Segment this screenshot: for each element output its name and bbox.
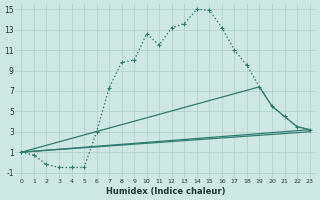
X-axis label: Humidex (Indice chaleur): Humidex (Indice chaleur) <box>106 187 225 196</box>
